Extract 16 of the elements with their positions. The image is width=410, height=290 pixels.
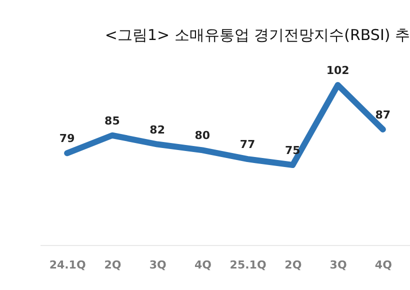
data-label: 79: [59, 132, 75, 146]
x-tick-label: 2Q: [104, 258, 122, 272]
data-label: 87: [375, 108, 391, 122]
data-label: 102: [326, 64, 350, 77]
x-tick-label: 3Q: [330, 258, 347, 272]
x-tick-label: 3Q: [149, 258, 166, 272]
x-tick-label: 4Q: [374, 258, 392, 272]
chart-title: <그림1> 소매유통업 경기전망지수(RBSI) 추: [104, 26, 410, 44]
data-label: 85: [104, 114, 120, 128]
data-label: 77: [240, 138, 256, 152]
data-label: 82: [150, 123, 165, 136]
data-label: 80: [194, 129, 210, 142]
x-tick-label: 24.1Q: [49, 258, 86, 272]
x-tick-label: 4Q: [194, 258, 212, 272]
x-tick-label: 25.1Q: [230, 258, 266, 272]
x-tick-label: 2Q: [284, 258, 302, 272]
